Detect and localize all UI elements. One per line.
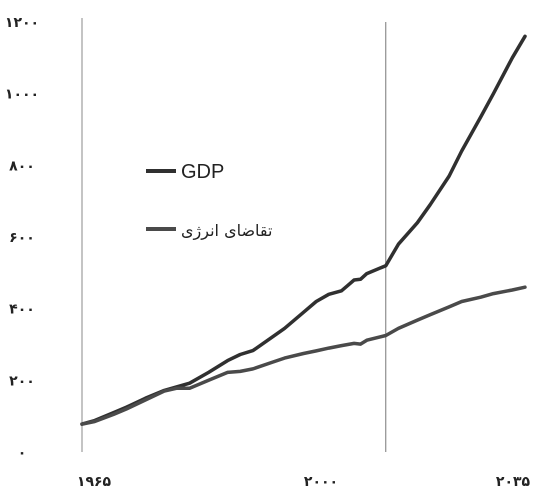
y-tick-label: ۱۰۰۰ — [5, 87, 39, 103]
x-tick-label: ۲۰۳۵ — [496, 474, 531, 490]
legend: GDP تقاضای انرژی — [146, 161, 272, 241]
y-tick-label: ۱۲۰۰ — [5, 15, 39, 31]
x-tick-label: ۲۰۰۰ — [304, 474, 338, 490]
y-tick-label: ۰ — [18, 445, 27, 461]
axes — [81, 18, 387, 452]
series-line-energy-demand — [80, 285, 527, 426]
y-tick-label: ۲۰۰ — [9, 373, 35, 389]
legend-label-energy-demand: تقاضای انرژی — [181, 221, 272, 241]
legend-label-gdp: GDP — [181, 161, 224, 183]
y-tick-label: ۸۰۰ — [9, 158, 35, 174]
series-lines — [80, 34, 527, 426]
y-tick-label: ۶۰۰ — [9, 230, 35, 246]
x-tick-label: ۱۹۶۵ — [77, 474, 112, 490]
y-tick-labels: ۰ ۲۰۰ ۴۰۰ ۶۰۰ ۸۰۰ ۱۰۰۰ ۱۲۰۰ — [5, 15, 39, 461]
y-tick-label: ۴۰۰ — [9, 302, 35, 318]
x-tick-labels: ۱۹۶۵ ۲۰۰۰ ۲۰۳۵ — [77, 474, 531, 490]
